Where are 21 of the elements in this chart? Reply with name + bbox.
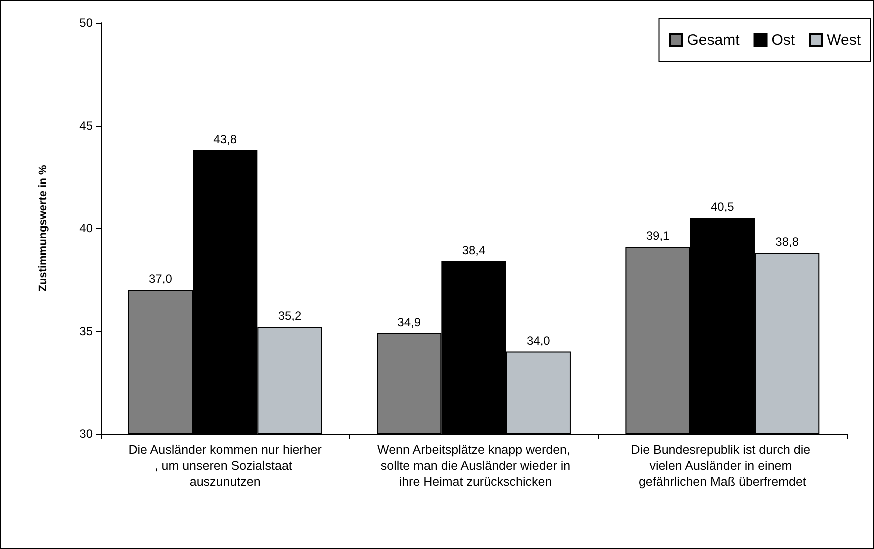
y-tick-label: 50 (80, 16, 94, 30)
legend-label: Ost (772, 32, 796, 49)
x-tick-label: Die Bundesrepublik ist durch die vielen Ausländer in einem gefährlichen Maß überfremdet (631, 443, 814, 489)
data-label: 40,5 (710, 200, 735, 214)
y-tick-label: 45 (80, 118, 94, 133)
data-label: 35,2 (278, 309, 302, 324)
y-tick-label: 40 (80, 222, 94, 236)
data-label: 37,0 (149, 272, 173, 286)
data-label: 39,1 (646, 228, 670, 243)
data-label: 38,4 (462, 243, 486, 258)
y-tick-label: 35 (80, 324, 94, 338)
data-label: 43,8 (214, 132, 238, 146)
legend-label: West (827, 32, 862, 49)
x-tick-label: Die Ausländer kommen nur hierher, um unseren Sozialstaat auszunutzen (128, 443, 322, 489)
legend-label: Gesamt (687, 32, 741, 49)
x-tick-label: Wenn Arbeitsplätze knapp werden, sollte man die Ausländer wieder in ihre Heimat zurückschicken (377, 443, 571, 489)
y-tick-label: 30 (80, 427, 94, 441)
y-axis-title: Zustimmungswerte in % (38, 165, 50, 292)
data-label: 34,0 (526, 334, 551, 348)
data-label: 38,8 (776, 235, 800, 250)
data-label: 34,9 (398, 315, 422, 330)
